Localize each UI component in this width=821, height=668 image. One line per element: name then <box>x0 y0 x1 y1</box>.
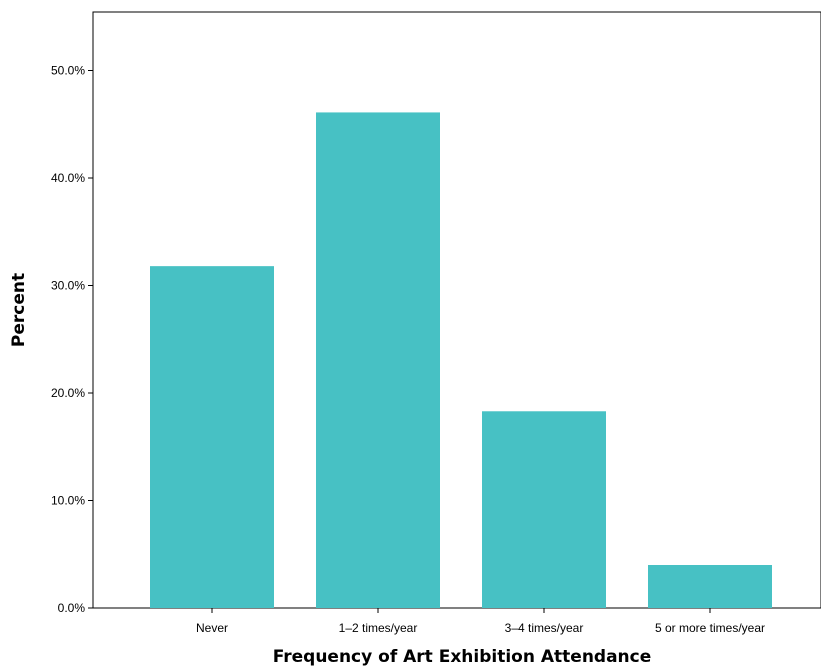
plot-area-frame <box>92 11 821 609</box>
bar-3 <box>648 565 772 608</box>
y-tick-label-2: 20.0% <box>51 386 85 400</box>
y-tick-label-0: 0.0% <box>58 601 86 615</box>
x-tick-label-3: 5 or more times/year <box>655 621 765 635</box>
bar-0 <box>150 266 274 608</box>
y-tick-label-5: 50.0% <box>51 64 85 78</box>
y-axis: 0.0% 10.0% 20.0% 30.0% 40.0% 50.0% <box>51 64 93 615</box>
bar-2 <box>482 411 606 608</box>
y-axis-title: Percent <box>9 273 29 347</box>
x-tick-label-2: 3–4 times/year <box>505 621 584 635</box>
bar-1 <box>316 112 440 609</box>
x-axis-title: Frequency of Art Exhibition Attendance <box>273 647 652 667</box>
x-axis: Never 1–2 times/year 3–4 times/year 5 or mo… <box>196 608 765 635</box>
x-tick-label-0: Never <box>196 621 228 635</box>
y-tick-label-1: 10.0% <box>51 494 85 508</box>
y-tick-label-3: 30.0% <box>51 279 85 293</box>
y-tick-label-4: 40.0% <box>51 171 85 185</box>
bars-group <box>150 112 772 609</box>
x-tick-label-1: 1–2 times/year <box>339 621 418 635</box>
